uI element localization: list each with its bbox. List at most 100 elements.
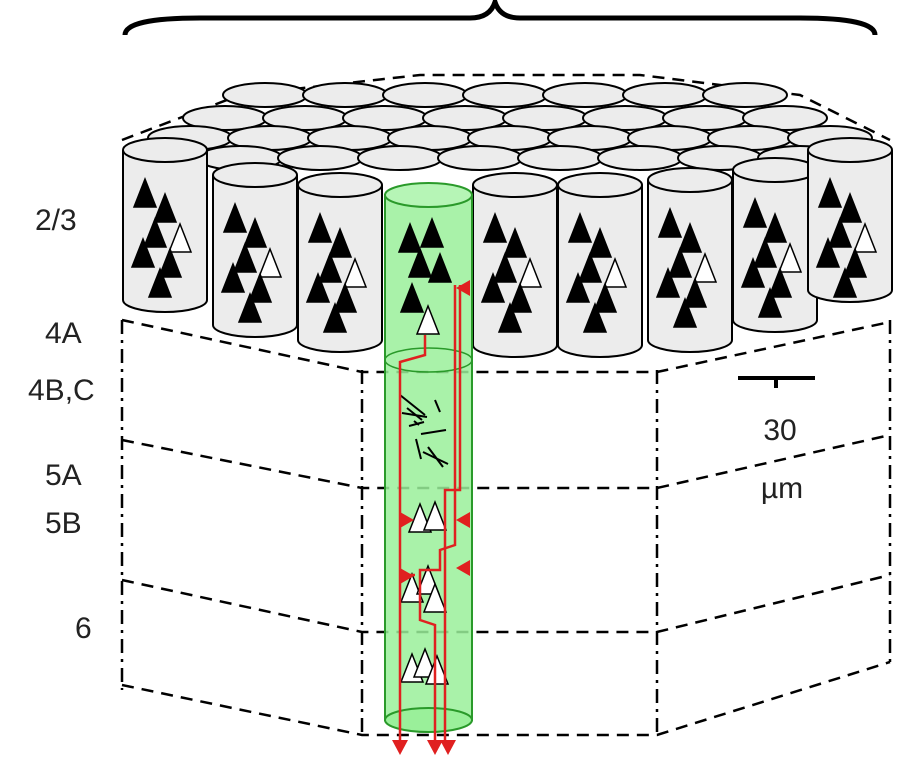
minicolumn-top: [517, 145, 603, 171]
scale-value: 30: [763, 414, 796, 447]
minicolumn-top: [212, 162, 298, 188]
neuron: [152, 191, 178, 223]
neuron: [407, 246, 433, 278]
neuron: [142, 216, 168, 248]
neuron: [842, 246, 868, 278]
layer-label: 6: [75, 612, 92, 645]
neuron: [247, 271, 273, 303]
neuron: [422, 581, 448, 613]
minicolumn-top: [357, 145, 443, 171]
neuron: [837, 191, 863, 223]
neuron: [157, 246, 183, 278]
neuron: [427, 251, 453, 283]
minicolumn-top: [622, 82, 708, 108]
minicolumn-top: [302, 82, 388, 108]
neuron: [565, 271, 591, 303]
neuron: [132, 176, 158, 208]
neuron: [592, 281, 618, 313]
neuron: [657, 206, 683, 238]
minicolumn-top: [462, 82, 548, 108]
neuron: [667, 246, 693, 278]
neuron: [815, 236, 841, 268]
neuron: [517, 256, 543, 288]
layer-label: 4A: [45, 317, 82, 350]
neuron: [492, 251, 518, 283]
minicolumn-top: [437, 145, 523, 171]
neuron: [130, 236, 156, 268]
minicolumn-top: [222, 82, 308, 108]
neuron: [317, 251, 343, 283]
neuron: [307, 211, 333, 243]
neuron: [672, 296, 698, 328]
layer-label: 5B: [45, 507, 82, 540]
neuron: [342, 256, 368, 288]
scale-unit: µm: [761, 472, 803, 505]
neuron: [419, 216, 445, 248]
layer-label: 4B,C: [28, 374, 95, 407]
neuron: [237, 291, 263, 323]
minicolumn-top: [702, 82, 788, 108]
minicolumn-top: [277, 145, 363, 171]
neuron: [480, 271, 506, 303]
neuron: [740, 256, 766, 288]
neuron: [852, 221, 878, 253]
minicolumn-top: [647, 167, 733, 193]
neuron: [327, 226, 353, 258]
layer-label: 2/3: [35, 204, 77, 237]
minicolumn-top: [297, 172, 383, 198]
stellate: [408, 421, 425, 427]
neuron: [322, 301, 348, 333]
neuron: [602, 256, 628, 288]
minicolumn-top: [732, 157, 818, 183]
neuron: [482, 211, 508, 243]
neuron: [832, 266, 858, 298]
neuron: [497, 301, 523, 333]
minicolumn-top: [742, 105, 828, 131]
stellate: [420, 429, 447, 435]
minicolumn-top: [382, 82, 468, 108]
neuron: [502, 226, 528, 258]
neuron: [415, 303, 441, 335]
neuron: [220, 261, 246, 293]
stellate: [434, 399, 441, 413]
neuron: [582, 301, 608, 333]
neuron: [567, 211, 593, 243]
neuron: [397, 221, 423, 253]
neuron: [399, 281, 425, 313]
neuron: [752, 236, 778, 268]
neuron: [507, 281, 533, 313]
minicolumn-top: [472, 172, 558, 198]
neuron: [767, 266, 793, 298]
stellate: [422, 451, 449, 465]
neuron: [424, 653, 450, 685]
neuron: [242, 216, 268, 248]
neuron: [827, 216, 853, 248]
neuron: [682, 276, 708, 308]
neuron: [222, 201, 248, 233]
neurons: [130, 176, 878, 685]
neuron: [257, 246, 283, 278]
minicolumn-top: [542, 82, 628, 108]
column-outline: [120, 73, 892, 737]
neuron: [305, 271, 331, 303]
neuron: [232, 241, 258, 273]
neuron: [332, 281, 358, 313]
stellate: [415, 438, 422, 460]
neuron: [777, 241, 803, 273]
minicolumn-top: [597, 145, 683, 171]
neuron: [587, 226, 613, 258]
neuron: [577, 251, 603, 283]
minicolumn: [807, 150, 893, 303]
brace: [122, 0, 878, 36]
stellate: [399, 394, 426, 416]
neuron: [762, 211, 788, 243]
neuron: [412, 646, 438, 678]
neuron: [677, 221, 703, 253]
stellate: [401, 412, 428, 418]
neuron: [742, 196, 768, 228]
scale-bar: [738, 376, 815, 388]
neuron: [757, 286, 783, 318]
layer-label: 5A: [45, 459, 82, 492]
neuron: [399, 571, 425, 603]
